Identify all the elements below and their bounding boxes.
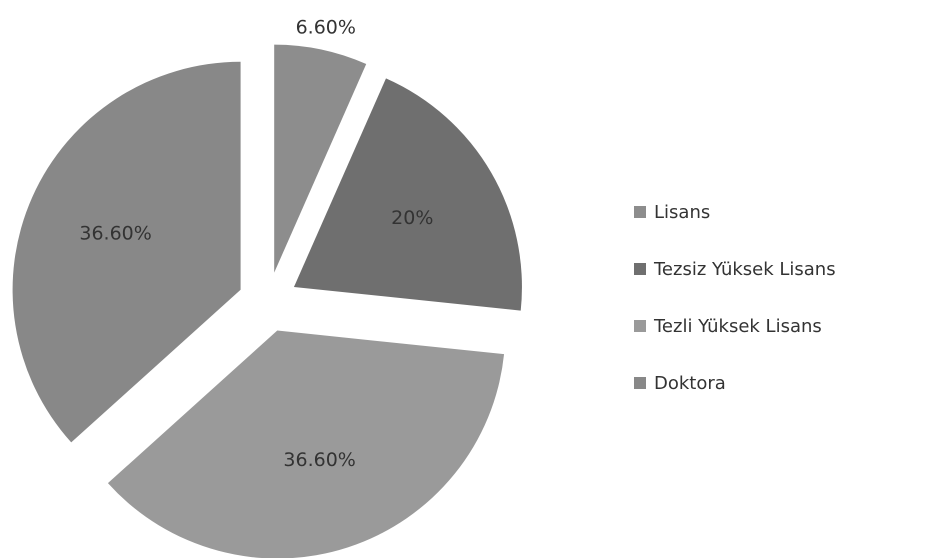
legend-swatch — [634, 320, 646, 332]
pie-slice — [107, 330, 505, 558]
pie-slice — [274, 44, 367, 273]
pie-slice — [293, 78, 522, 311]
pie-slice — [12, 61, 241, 443]
legend-label: Doktora — [654, 373, 726, 394]
data-label: 36.60% — [79, 223, 151, 245]
legend-label: Tezsiz Yüksek Lisans — [653, 259, 836, 280]
legend-label: Lisans — [654, 202, 710, 223]
legend-label: Tezli Yüksek Lisans — [653, 316, 822, 337]
legend-swatch — [634, 206, 646, 218]
legend-swatch — [634, 263, 646, 275]
data-label: 6.60% — [296, 17, 356, 39]
legend-swatch — [634, 377, 646, 389]
data-label: 20% — [391, 207, 433, 229]
data-label: 36.60% — [283, 449, 355, 471]
